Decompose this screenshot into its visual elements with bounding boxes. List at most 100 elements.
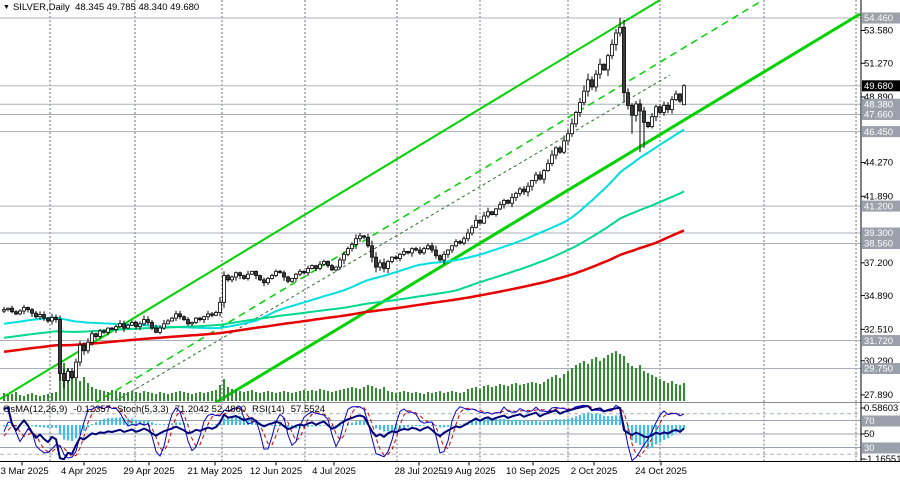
- volume-bar: [611, 353, 613, 401]
- candle-bull: [234, 272, 238, 278]
- candle-bear: [182, 316, 186, 320]
- candle-bear: [254, 270, 258, 276]
- candle-bull: [170, 317, 174, 322]
- candle-bull: [386, 261, 390, 269]
- volume-bar: [55, 392, 57, 401]
- volume-bar: [411, 393, 413, 401]
- volume-bar: [467, 389, 469, 401]
- volume-bar: [347, 388, 349, 401]
- candle-bear: [430, 245, 434, 251]
- volume-bar: [607, 355, 609, 401]
- candle-bull: [482, 215, 486, 224]
- volume-bar: [679, 385, 681, 401]
- candle-bull: [190, 321, 194, 325]
- volume-bar: [675, 384, 677, 401]
- osma-value: -0.12357: [73, 404, 111, 415]
- chart-title-bar: ▼ SILVER,Daily 48.345 49.785 48.340 49.68…: [3, 2, 199, 13]
- volume-bar: [95, 389, 97, 401]
- price-axis-label: 30.290: [864, 356, 893, 367]
- price-axis-label: 32.510: [864, 325, 893, 336]
- candle-bull: [650, 116, 654, 128]
- symbol-dropdown-icon[interactable]: ▼: [3, 4, 10, 11]
- candle-bull: [194, 317, 198, 323]
- candle-bear: [590, 79, 594, 88]
- volume-bar: [559, 378, 561, 401]
- channel-median-dashed: [94, 0, 764, 403]
- price-axis-label: 37.200: [864, 258, 893, 269]
- volume-bar: [395, 393, 397, 401]
- price-axis-label: 48.380: [864, 99, 893, 110]
- volume-bar: [519, 385, 521, 401]
- candle-bear: [506, 200, 510, 204]
- volume-bar: [151, 393, 153, 401]
- oscillator-axis-label-bg: [862, 415, 900, 427]
- candle-bull: [570, 123, 574, 135]
- volume-bar: [319, 389, 321, 401]
- volume-bar: [479, 389, 481, 401]
- volume-bar: [583, 361, 585, 401]
- volume-bar: [563, 374, 565, 401]
- stoch-values: 71.2042 52.4860: [174, 404, 247, 415]
- candle-bear: [14, 311, 18, 315]
- candle-bull: [654, 106, 658, 118]
- volume-bar: [351, 387, 353, 401]
- volume-bar: [323, 390, 325, 401]
- volume-bar: [639, 365, 641, 401]
- candle-bull: [462, 238, 466, 244]
- candle-bear: [46, 317, 50, 322]
- volume-bar: [643, 371, 645, 401]
- candle-bear: [314, 265, 318, 269]
- volume-bar: [343, 389, 345, 401]
- candle-bear: [330, 265, 334, 271]
- candle-bear: [366, 236, 370, 247]
- candle-bear: [622, 26, 626, 94]
- volume-bar: [539, 384, 541, 401]
- candle-bear: [258, 275, 262, 281]
- date-axis-label: 24 Oct 2025: [635, 466, 687, 477]
- volume-bar: [119, 392, 121, 401]
- price-axis-label-bg: [862, 362, 900, 374]
- candle-bear: [238, 272, 242, 276]
- candle-bull: [610, 43, 614, 57]
- volume-bar: [7, 395, 9, 401]
- candle-bear: [282, 272, 286, 278]
- volume-bar: [175, 392, 177, 401]
- candle-bull: [358, 235, 362, 240]
- volume-bar: [359, 389, 361, 401]
- candle-bear: [42, 314, 46, 319]
- candle-bear: [198, 317, 202, 320]
- candle-bull: [66, 370, 70, 381]
- candle-bull: [474, 219, 478, 228]
- candle-bull: [422, 248, 426, 254]
- date-axis-label: 12 Jun 2025: [250, 466, 302, 477]
- candle-bull: [682, 85, 686, 106]
- volume-bar: [3, 393, 5, 401]
- candle-bear: [242, 275, 246, 279]
- volume-bar: [295, 392, 297, 401]
- price-axis-label: 29.750: [864, 364, 893, 375]
- volume-bar: [427, 392, 429, 401]
- candle-bull: [426, 245, 430, 250]
- candle-bear: [10, 307, 14, 313]
- candle-bear: [154, 327, 158, 333]
- candle-bear: [178, 313, 182, 318]
- candle-bear: [658, 106, 662, 113]
- sma-slow-line: [3, 229, 685, 353]
- candle-bear: [558, 147, 562, 153]
- volume-bar: [487, 385, 489, 401]
- candle-bull: [670, 99, 674, 111]
- candle-bull: [562, 140, 566, 153]
- date-axis-label: 10 Sep 2025: [506, 466, 560, 477]
- candle-bull: [534, 174, 538, 181]
- volume-bar: [163, 393, 165, 401]
- candle-bull: [142, 319, 146, 325]
- candle-bull: [74, 361, 78, 379]
- volume-bar: [431, 393, 433, 401]
- volume-bar: [303, 390, 305, 401]
- candle-bull: [166, 320, 170, 325]
- candle-bull: [130, 321, 134, 326]
- volume-bar: [523, 384, 525, 401]
- candle-bull: [78, 344, 82, 363]
- volume-bar: [407, 392, 409, 401]
